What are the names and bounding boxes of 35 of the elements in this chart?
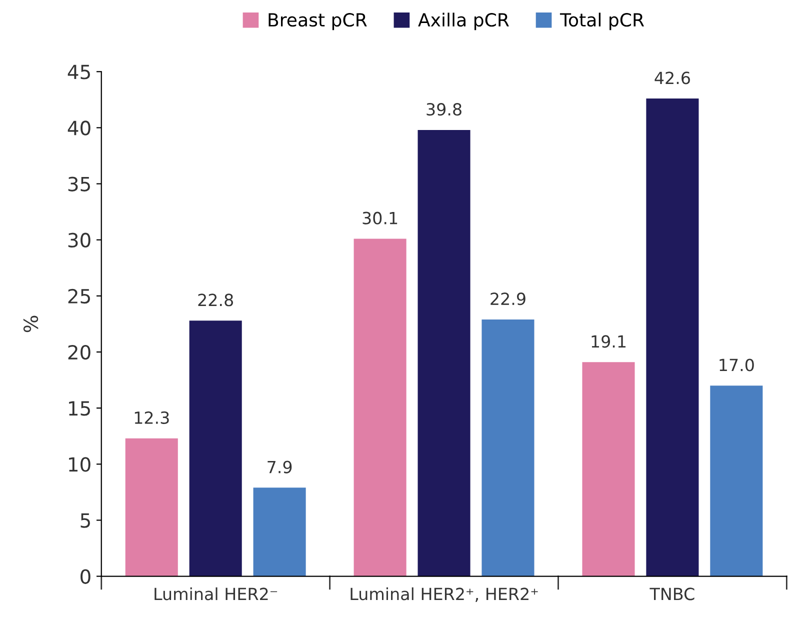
- y-tick-label: 35: [68, 176, 90, 192]
- data-label: 30.1: [362, 212, 398, 224]
- x-tick-label: Luminal HER2⁻: [154, 587, 278, 600]
- bar: [582, 362, 635, 576]
- x-tick-label: Luminal HER2⁺, HER2⁺: [350, 587, 538, 602]
- data-label: 42.6: [654, 72, 690, 84]
- y-tick-label: 40: [68, 120, 90, 136]
- y-tick-label: 0: [80, 569, 90, 584]
- data-label: 39.8: [426, 103, 462, 116]
- x-tick-label: TNBC: [650, 588, 694, 600]
- data-label: 22.9: [490, 292, 526, 306]
- legend-label: Breast pCR: [268, 13, 367, 30]
- y-tick-label: 25: [68, 288, 90, 304]
- bar: [253, 488, 306, 576]
- y-tick-label: 15: [69, 401, 90, 416]
- y-tick-label: 20: [68, 344, 90, 360]
- legend-label: Total pCR: [560, 12, 644, 30]
- bar: [418, 130, 470, 576]
- bar: [125, 438, 178, 576]
- bar: [646, 98, 699, 576]
- bar: [189, 320, 242, 576]
- y-tick-label: 10: [69, 457, 90, 472]
- data-label: 22.8: [198, 294, 234, 306]
- data-label: 17.0: [720, 358, 754, 372]
- y-tick-label: 30: [68, 232, 90, 248]
- y-tick-label: 45: [68, 64, 90, 80]
- data-label: 12.3: [134, 411, 169, 424]
- bar: [354, 238, 406, 576]
- data-label: 7.9: [268, 460, 292, 474]
- data-label: 19.1: [592, 335, 626, 348]
- legend-label: Axilla pCR: [418, 12, 509, 30]
- bar: [710, 386, 763, 576]
- y-axis-title: %: [23, 316, 38, 332]
- y-tick-label: 5: [80, 513, 90, 528]
- bar: [482, 319, 534, 576]
